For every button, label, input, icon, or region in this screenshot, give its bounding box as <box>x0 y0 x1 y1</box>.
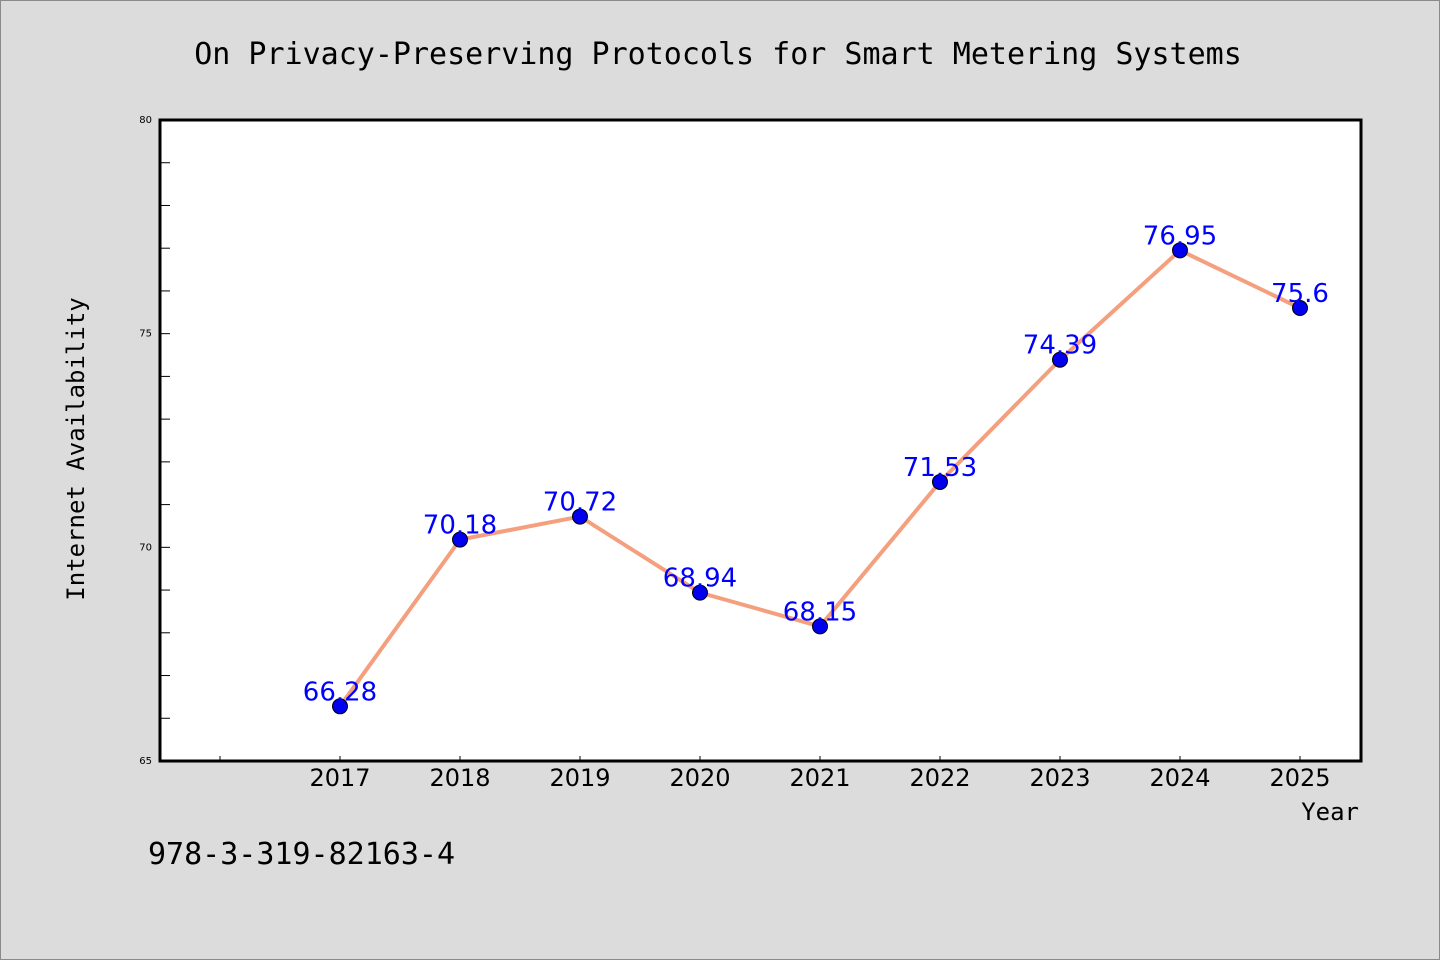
chart-title: On Privacy-Preserving Protocols for Smar… <box>194 37 1242 72</box>
data-label: 71.53 <box>903 453 977 483</box>
y-tick-label: 80 <box>139 115 152 126</box>
x-axis-ticks <box>219 756 1301 761</box>
x-tick-label: 2017 <box>309 764 370 792</box>
data-point <box>452 531 468 548</box>
data-point <box>572 508 588 525</box>
data-point <box>1172 242 1188 259</box>
x-tick-label: 2025 <box>1269 764 1330 792</box>
data-point <box>932 473 948 490</box>
data-label: 74.39 <box>1023 331 1097 361</box>
x-tick-label: 2024 <box>1149 764 1210 792</box>
x-axis-tick-labels: 2017 2018 2019 2020 2021 2022 2023 2024 2025 <box>309 764 1330 792</box>
y-tick-label: 65 <box>139 756 152 767</box>
data-label: 68.94 <box>663 564 737 594</box>
data-label: 70.18 <box>423 511 497 541</box>
y-axis-label: Internet Availability <box>62 297 90 600</box>
data-label: 68.15 <box>783 597 857 627</box>
x-tick-label: 2019 <box>549 764 610 792</box>
y-axis-ticks <box>160 119 170 762</box>
x-tick-label: 2020 <box>669 764 730 792</box>
plot-area <box>158 118 1363 763</box>
data-label: 70.72 <box>543 488 617 518</box>
data-point <box>812 618 828 635</box>
data-label: 75.6 <box>1271 279 1329 309</box>
y-tick-label: 75 <box>139 329 152 340</box>
x-axis-label: Year <box>1301 798 1359 826</box>
x-tick-label: 2022 <box>909 764 970 792</box>
y-axis-tick-labels: 65 70 75 80 <box>139 115 152 767</box>
y-tick-label: 70 <box>139 542 152 553</box>
data-labels: 66.28 70.18 70.72 68.94 68.15 71.53 74.39 76.95… <box>303 221 1329 707</box>
data-point <box>332 698 348 715</box>
x-tick-label: 2021 <box>789 764 850 792</box>
x-tick-label: 2018 <box>429 764 490 792</box>
data-label: 66.28 <box>303 677 377 707</box>
series-layer <box>332 242 1308 715</box>
data-point <box>692 584 708 601</box>
isbn-text: 978-3-319-82163-4 <box>148 837 455 872</box>
x-tick-label: 2023 <box>1029 764 1090 792</box>
data-point <box>1052 351 1068 368</box>
data-point <box>1292 300 1308 317</box>
data-label: 76.95 <box>1143 221 1217 251</box>
